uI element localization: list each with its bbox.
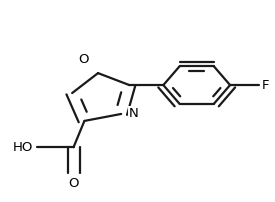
Text: O: O <box>78 53 89 66</box>
Text: HO: HO <box>13 141 34 154</box>
Text: O: O <box>68 177 79 190</box>
Text: F: F <box>262 79 270 92</box>
Text: N: N <box>129 107 139 120</box>
